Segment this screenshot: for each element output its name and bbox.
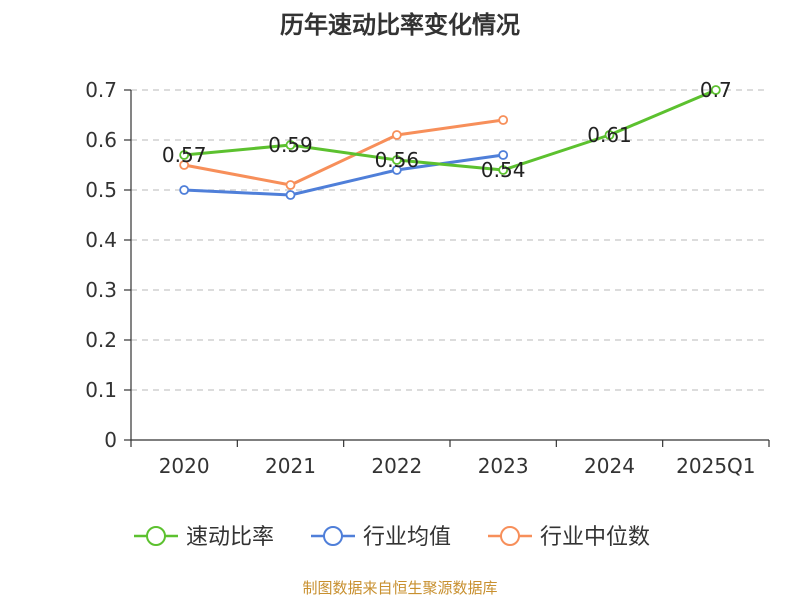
chart-title: 历年速动比率变化情况 [280, 11, 520, 39]
y-tick-label: 0.2 [85, 328, 117, 352]
y-tick-label: 0.4 [85, 228, 117, 252]
data-labels: 0.57 0.59 0.56 0.54 0.61 0.7 [162, 78, 732, 182]
data-label: 0.59 [268, 133, 313, 157]
data-point [604, 130, 615, 140]
data-point [179, 150, 190, 160]
series-lines [179, 85, 721, 200]
data-point [285, 140, 296, 150]
x-tick-label: 2023 [478, 454, 529, 478]
legend-label: 速动比率 [186, 525, 274, 550]
y-tick-label: 0.3 [85, 278, 117, 302]
legend-item[interactable]: 行业中位数 [488, 525, 650, 550]
data-point [179, 160, 190, 170]
data-point [391, 165, 402, 175]
legend-label: 行业均值 [363, 525, 451, 550]
legend-label: 行业中位数 [540, 525, 650, 550]
legend-marker [146, 526, 166, 546]
data-point [285, 180, 296, 190]
axes: 0 0.1 0.2 0.3 0.4 0.5 0.6 0.7 2020 2021 2022 2023 20… [85, 78, 770, 478]
data-label: 0.54 [481, 158, 526, 182]
data-point [498, 150, 509, 160]
y-tick-label: 0.7 [85, 78, 117, 102]
source-note: 制图数据来自恒生聚源数据库 [302, 579, 497, 597]
grid-lines [131, 89, 769, 391]
series-line [183, 118, 504, 187]
data-point [391, 130, 402, 140]
data-point [498, 115, 509, 125]
y-tick-label: 0.5 [85, 178, 117, 202]
data-label: 0.7 [700, 78, 732, 102]
x-tick-label: 2020 [159, 454, 210, 478]
legend-item[interactable]: 速动比率 [134, 525, 274, 550]
data-point [710, 85, 721, 95]
x-tick-label: 2024 [584, 454, 635, 478]
data-point [285, 190, 296, 200]
legend: 速动比率 行业均值 行业中位数 [134, 525, 650, 550]
y-tick-label: 0 [104, 428, 117, 452]
data-point [179, 185, 190, 195]
x-tick-label: 2022 [371, 454, 422, 478]
data-label: 0.61 [587, 123, 632, 147]
x-tick-label: 2025Q1 [676, 454, 755, 478]
legend-marker [500, 526, 520, 546]
data-point [391, 155, 402, 165]
series-line [184, 153, 504, 197]
y-tick-label: 0.1 [85, 378, 117, 402]
legend-item[interactable]: 行业均值 [311, 525, 451, 550]
data-label: 0.56 [375, 148, 420, 172]
legend-marker [323, 526, 343, 546]
series-line [184, 88, 717, 172]
data-point [498, 165, 509, 175]
x-tick-label: 2021 [265, 454, 316, 478]
data-label: 0.57 [162, 143, 207, 167]
y-tick-label: 0.6 [85, 128, 117, 152]
